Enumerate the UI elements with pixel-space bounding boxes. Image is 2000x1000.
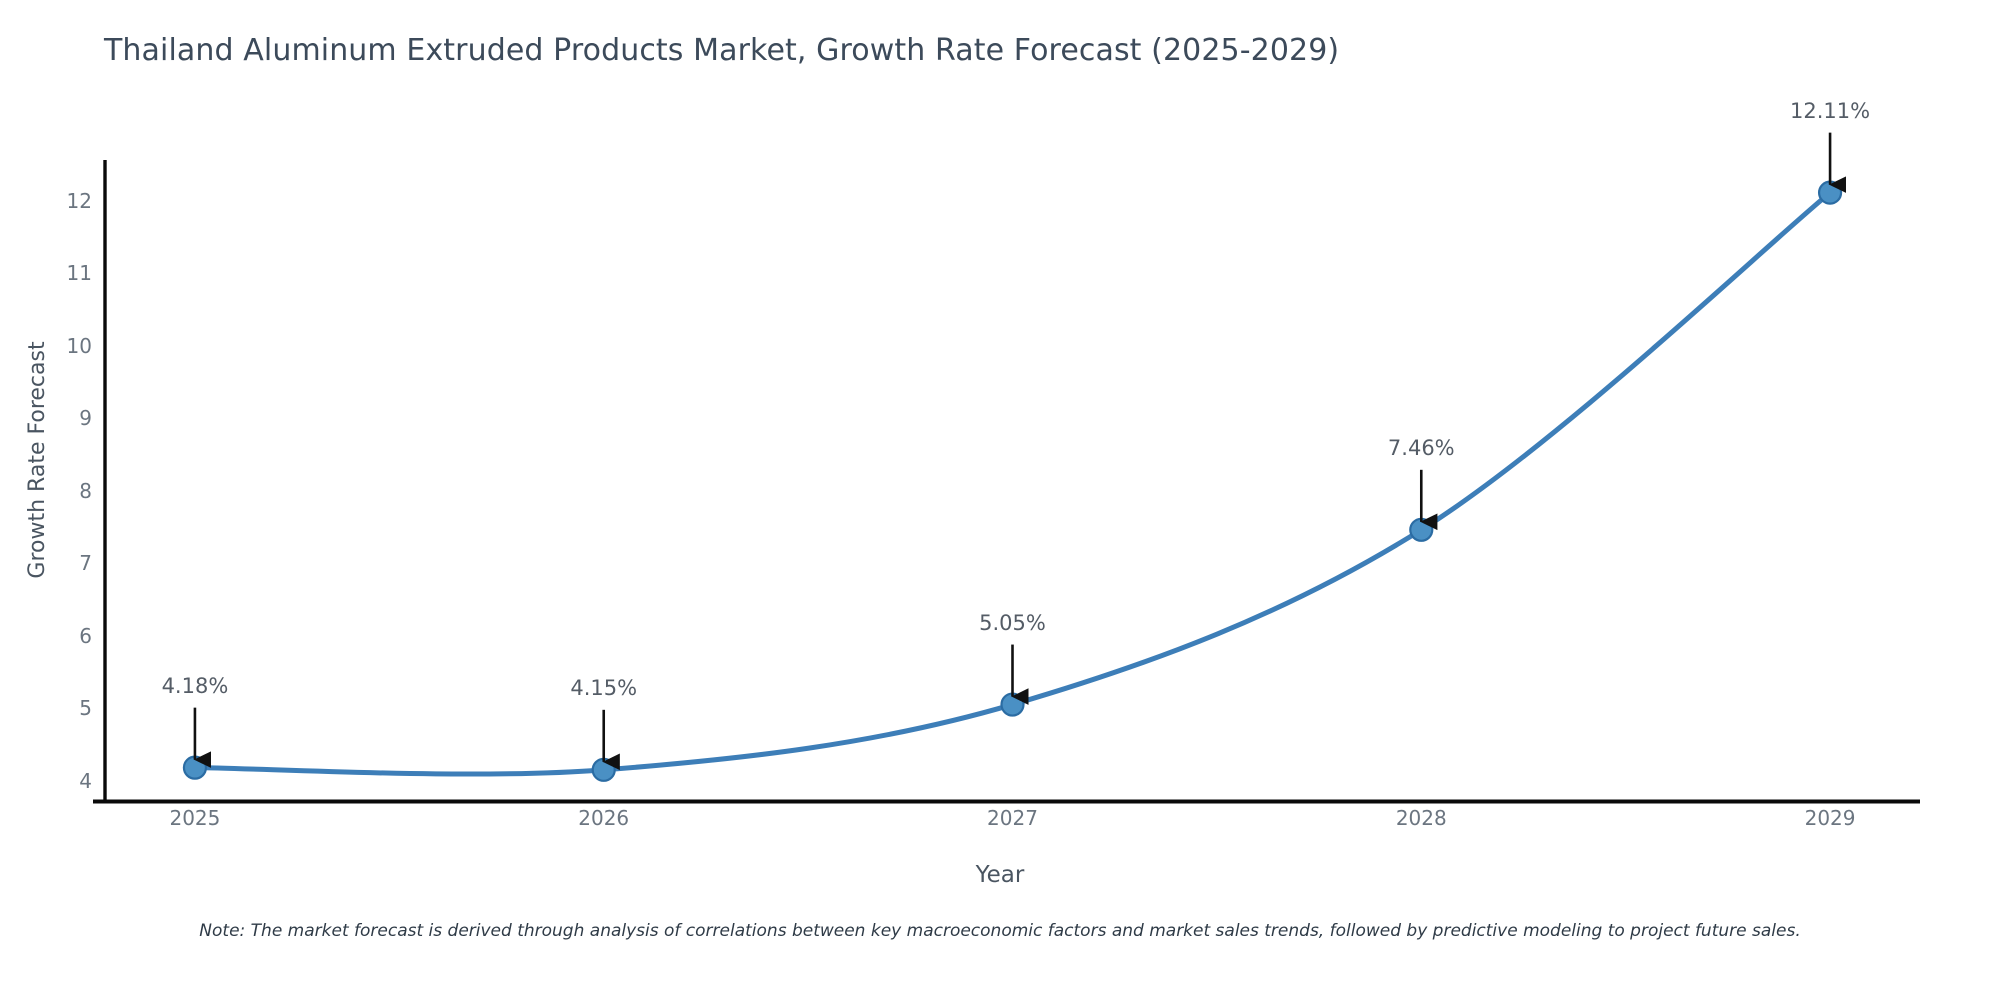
series-line bbox=[192, 190, 1833, 777]
x-tick-label: 2029 bbox=[1804, 806, 1856, 830]
x-tick-label: 2026 bbox=[578, 806, 630, 830]
data-series-line bbox=[192, 190, 1833, 777]
y-tick-label: 7 bbox=[79, 551, 92, 576]
x-tick-label: 2028 bbox=[1395, 806, 1447, 830]
y-tick-label: 6 bbox=[79, 623, 92, 648]
data-point-marker[interactable] bbox=[591, 757, 616, 782]
annotation-arrows bbox=[193, 132, 1847, 771]
footnote-text: Note: The market forecast is derived thr… bbox=[199, 921, 1801, 941]
data-point-marker[interactable] bbox=[182, 755, 208, 780]
data-point-label: 4.18% bbox=[161, 673, 229, 698]
data-point-label: 7.46% bbox=[1387, 435, 1455, 460]
data-point-label: 12.11% bbox=[1790, 98, 1871, 123]
data-point-marker[interactable] bbox=[1000, 692, 1025, 717]
data-point-label: 5.05% bbox=[979, 610, 1046, 635]
y-tick-label: 5 bbox=[79, 696, 92, 721]
y-tick-label: 11 bbox=[66, 261, 92, 286]
page-title: Thailand Aluminum Extruded Products Mark… bbox=[104, 33, 1340, 68]
x-tick-label: 2025 bbox=[169, 806, 221, 830]
y-tick-label: 10 bbox=[66, 333, 92, 358]
x-tick-label: 2027 bbox=[987, 806, 1038, 830]
y-tick-label: 9 bbox=[79, 406, 92, 431]
axis-spines bbox=[93, 160, 1920, 804]
data-point-label: 4.15% bbox=[570, 675, 638, 700]
x-axis-title: Year bbox=[975, 862, 1025, 888]
y-tick-label: 12 bbox=[66, 188, 92, 213]
data-point-marker[interactable] bbox=[1409, 517, 1434, 542]
y-tick-label: 4 bbox=[79, 768, 92, 793]
data-point-marker[interactable] bbox=[1817, 180, 1843, 205]
y-tick-label: 8 bbox=[79, 478, 92, 503]
